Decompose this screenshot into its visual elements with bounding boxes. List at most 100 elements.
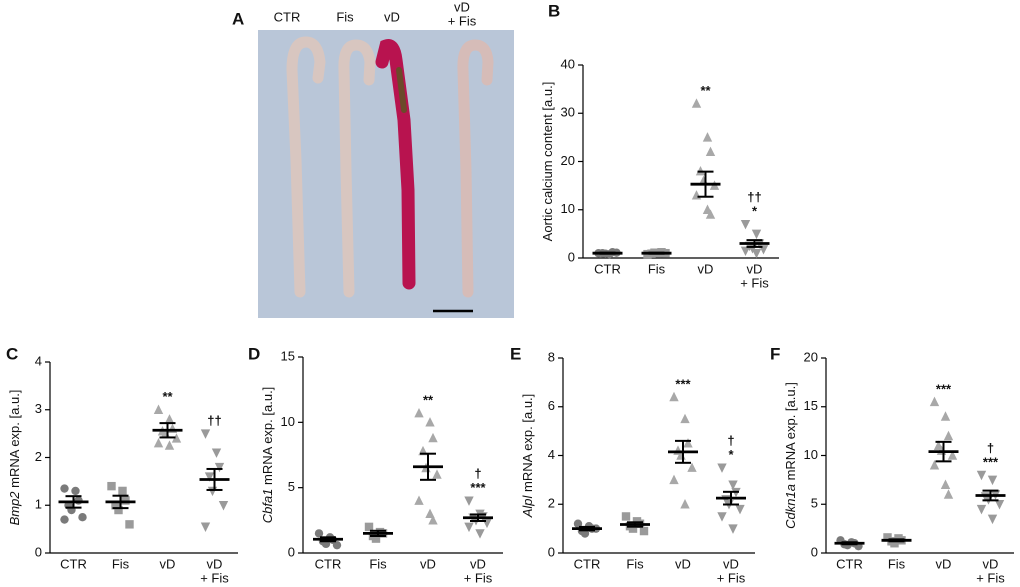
data-point (218, 501, 229, 511)
data-point (200, 522, 211, 532)
panel-letter: E (510, 344, 521, 363)
data-point (929, 460, 940, 470)
x-tick-label: Fis (369, 556, 387, 571)
x-tick-label: vD (698, 261, 714, 276)
data-point (751, 248, 762, 259)
y-axis-label: Alpl mRNA exp. [a.u.] (520, 394, 535, 519)
data-point (153, 437, 164, 448)
data-point (114, 505, 123, 515)
significance-label: *** (470, 480, 486, 495)
significance-label: * (752, 204, 758, 219)
data-point (428, 432, 438, 443)
y-tick-label: 5 (288, 479, 295, 494)
y-tick-label: 10 (804, 447, 818, 462)
aorta-calcification (396, 67, 407, 113)
data-point (332, 540, 342, 550)
significance-label: *** (675, 376, 691, 391)
data-point (994, 500, 1005, 510)
data-point (164, 440, 175, 450)
x-tick-label: vD (207, 556, 223, 571)
data-point (371, 534, 381, 543)
y-axis-label-part: Aortic calcium content [a.u.] (540, 82, 555, 242)
data-point (987, 514, 998, 525)
y-tick-label: 0 (811, 544, 818, 559)
data-point (702, 132, 713, 142)
x-tick-label: vD (723, 556, 739, 571)
data-point (314, 529, 324, 538)
data-point (71, 486, 80, 496)
x-tick-label: CTR (315, 556, 342, 571)
panel-letter: B (548, 1, 560, 20)
lane-label: vD (454, 0, 470, 14)
data-point (464, 522, 474, 533)
data-point (943, 489, 954, 499)
data-point (976, 504, 987, 515)
y-tick-label: 15 (281, 348, 295, 363)
panel-letter: C (6, 344, 18, 363)
lane-label: CTR (274, 9, 301, 24)
data-point (890, 539, 899, 548)
significance-label: † (474, 466, 481, 481)
y-axis-label-part: mRNA exp. [a.u.] (7, 390, 22, 492)
data-point (118, 486, 127, 496)
x-tick-label: vD (983, 556, 999, 571)
data-point (728, 524, 738, 534)
data-point (717, 463, 727, 473)
data-point (78, 512, 87, 522)
data-point (475, 529, 485, 539)
data-point (200, 429, 211, 439)
y-axis-label-part: Cbfa1 (260, 489, 275, 524)
significance-label: † (987, 440, 994, 455)
data-point (414, 407, 424, 418)
data-point (940, 479, 951, 489)
y-tick-label: 10 (281, 414, 295, 429)
data-point (364, 522, 374, 532)
data-point (432, 469, 442, 479)
aorta (286, 36, 326, 298)
data-point (728, 480, 738, 490)
x-tick-label: CTR (574, 556, 601, 571)
y-tick-label: 30 (561, 105, 575, 120)
data-point (580, 529, 590, 538)
x-tick-label: Fis (626, 556, 644, 571)
y-tick-label: 2 (548, 496, 555, 511)
x-tick-label: vD (675, 556, 691, 571)
aorta (338, 39, 376, 298)
x-tick-label: + Fis (464, 570, 493, 585)
data-point (680, 499, 690, 509)
y-axis-label-part: Alpl (520, 494, 535, 518)
y-tick-label: 15 (804, 398, 818, 413)
x-tick-label: CTR (60, 556, 87, 571)
panel-letter: D (248, 344, 260, 363)
significance-label: *** (983, 454, 999, 469)
data-point (740, 220, 751, 230)
significance-label: * (728, 447, 734, 462)
panel-letter: A (232, 9, 244, 28)
y-tick-label: 0 (35, 544, 42, 559)
data-point (121, 496, 130, 505)
lane-label: vD (384, 9, 400, 24)
data-point (425, 508, 435, 518)
y-tick-label: 4 (35, 353, 42, 368)
y-axis-label-part: mRNA exp. [a.u.] (260, 387, 275, 489)
data-point (639, 526, 649, 536)
data-point (214, 462, 225, 473)
significance-label: †† (207, 413, 221, 428)
y-axis-label: Cdkn1a mRNA exp. [a.u.] (783, 382, 798, 529)
data-point (107, 481, 116, 491)
data-point (628, 524, 638, 533)
significance-label: ** (700, 83, 711, 98)
y-tick-label: 20 (804, 349, 818, 364)
significance-label: † (727, 433, 734, 448)
x-tick-label: + Fis (976, 570, 1005, 585)
data-point (669, 474, 679, 485)
y-axis-label-part: mRNA exp. [a.u.] (520, 394, 535, 496)
y-tick-label: 0 (548, 544, 555, 559)
data-point (740, 246, 751, 256)
data-point (428, 515, 438, 525)
data-point (414, 495, 424, 505)
aortas (286, 36, 494, 298)
x-tick-label: CTR (836, 556, 863, 571)
